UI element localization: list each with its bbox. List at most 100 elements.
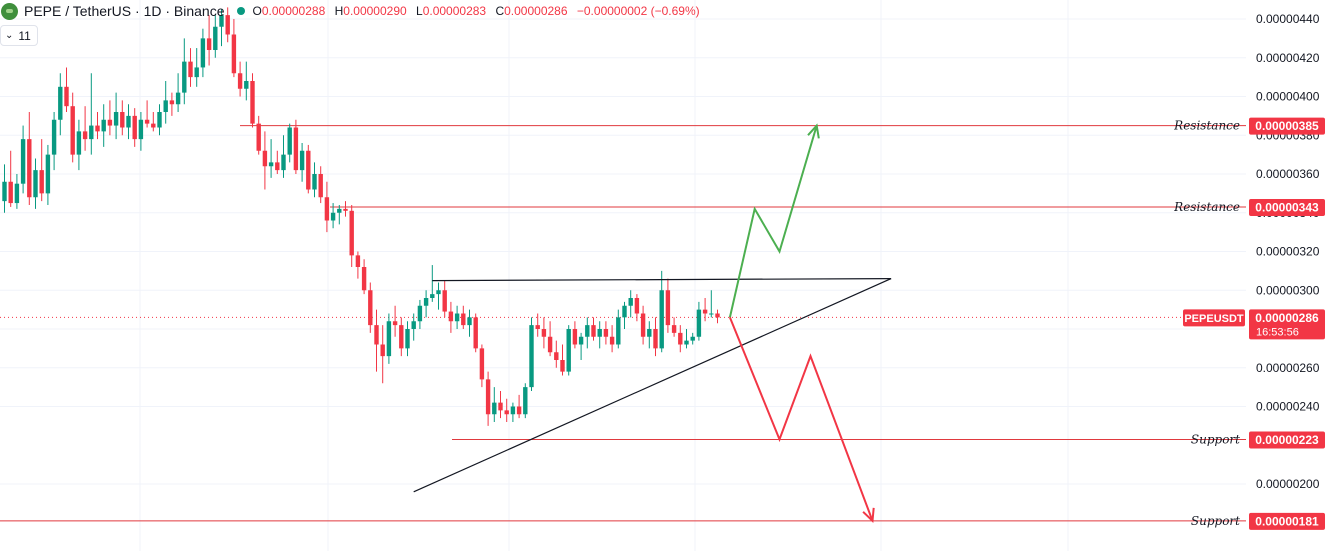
candle-up	[585, 325, 590, 337]
candle-up	[138, 119, 144, 140]
level-lines: Resistance Resistance Support Support	[0, 119, 1246, 528]
candle-down	[374, 325, 379, 345]
y-tick-label: 0.00000240	[1256, 400, 1320, 414]
candle-down	[355, 255, 361, 267]
candle-down	[535, 325, 540, 329]
candle-up	[709, 313, 714, 315]
candle-down	[151, 123, 156, 128]
candle-up	[33, 170, 38, 198]
y-tick-label: 0.00000300	[1256, 283, 1320, 297]
price-axis[interactable]: 0.000004400.000004200.000004000.00000380…	[1183, 0, 1327, 551]
candle-down	[293, 127, 299, 171]
candle-up	[616, 317, 621, 345]
candle-up	[45, 154, 51, 194]
bearish-projection-arrow	[728, 317, 874, 522]
candle-down	[361, 267, 367, 291]
level-price-tag	[1249, 117, 1325, 135]
candle-up	[182, 61, 187, 93]
candle-up	[529, 325, 534, 388]
indicators-count: 11	[18, 28, 31, 43]
candle-down	[591, 325, 596, 337]
symbol-title[interactable]: PEPE / TetherUS · 1D · Binance	[24, 3, 225, 19]
candle-up	[268, 162, 274, 167]
candle-up	[622, 305, 627, 318]
candle-up	[411, 321, 416, 329]
y-tick-label: 0.00000440	[1256, 12, 1320, 26]
candle-down	[95, 125, 100, 132]
candle-up	[244, 81, 249, 89]
candle-down	[609, 336, 615, 345]
candle-down	[653, 329, 658, 349]
level-price-tag	[1249, 431, 1325, 449]
candle-up	[163, 100, 168, 112]
candle-down	[169, 100, 175, 105]
close-value: 0.00000286	[504, 4, 568, 18]
close-label: C	[495, 4, 505, 18]
candle-down	[82, 131, 88, 140]
candle-up	[492, 402, 497, 415]
candle-down	[206, 38, 212, 50]
candle-up	[467, 317, 472, 326]
candle-up	[647, 329, 652, 337]
low-label: L	[416, 4, 423, 18]
level-price-value: 0.00000385	[1255, 119, 1319, 133]
candle-up	[417, 305, 423, 322]
candle-up	[219, 15, 224, 27]
y-tick-label: 0.00000320	[1256, 245, 1320, 259]
candle-down	[225, 15, 230, 35]
bearish-projection-arrow-head	[862, 507, 875, 523]
candle-up	[2, 181, 7, 202]
candle-up	[690, 336, 695, 341]
candle-up	[14, 183, 20, 204]
triangle-lower-trendline	[413, 278, 892, 493]
candle-up	[126, 115, 131, 128]
candle-down	[380, 344, 385, 357]
symbol-tag-label: PEPEUSDT	[1184, 313, 1244, 325]
candle-down	[634, 298, 640, 314]
change-value: −0.00000002 (−0.69%)	[576, 4, 700, 18]
candle-down	[702, 309, 708, 314]
candle-up	[510, 406, 516, 415]
candle-up	[330, 212, 336, 221]
low-value: 0.00000283	[422, 4, 487, 18]
candle-down	[318, 174, 323, 198]
candle-down	[547, 336, 553, 353]
candle-down	[665, 290, 671, 326]
candle-down	[237, 73, 243, 89]
countdown-timer: 16:53:56	[1256, 326, 1299, 338]
indicators-toggle[interactable]: ⌄ 11	[0, 25, 38, 46]
candle-down	[461, 313, 466, 326]
candle-down	[64, 86, 69, 107]
y-tick-label: 0.00000260	[1256, 361, 1320, 375]
candle-up	[628, 298, 633, 306]
candle-down	[256, 123, 261, 151]
candle-down	[262, 150, 268, 167]
candle-down	[442, 290, 447, 312]
axis-background	[1246, 0, 1327, 551]
candle-up	[194, 67, 199, 78]
open-value: 0.00000288	[261, 4, 326, 18]
current-price-value: 0.00000286	[1255, 311, 1319, 325]
candle-down	[107, 119, 113, 126]
candle-down	[250, 81, 255, 124]
candle-down	[479, 348, 485, 380]
candle-down	[324, 197, 330, 221]
candles	[2, 7, 720, 426]
candle-down	[671, 325, 677, 333]
ohlc-values: O0.00000288 H0.00000290 L0.00000283 C0.0…	[253, 4, 700, 18]
triangle-upper-trendline	[432, 278, 892, 282]
chart-grid	[0, 0, 1246, 551]
symbol-tag	[1183, 309, 1245, 327]
candle-up	[287, 127, 292, 155]
candle-up	[76, 131, 82, 155]
candle-up	[684, 340, 689, 345]
candle-up	[101, 119, 106, 132]
chevron-down-icon: ⌄	[5, 30, 14, 41]
candle-up	[200, 38, 206, 68]
high-value: 0.00000290	[343, 4, 407, 18]
candle-down	[231, 34, 237, 74]
candle-up	[430, 294, 435, 298]
candle-up	[454, 313, 460, 322]
level-price-value: 0.00000181	[1255, 514, 1319, 528]
